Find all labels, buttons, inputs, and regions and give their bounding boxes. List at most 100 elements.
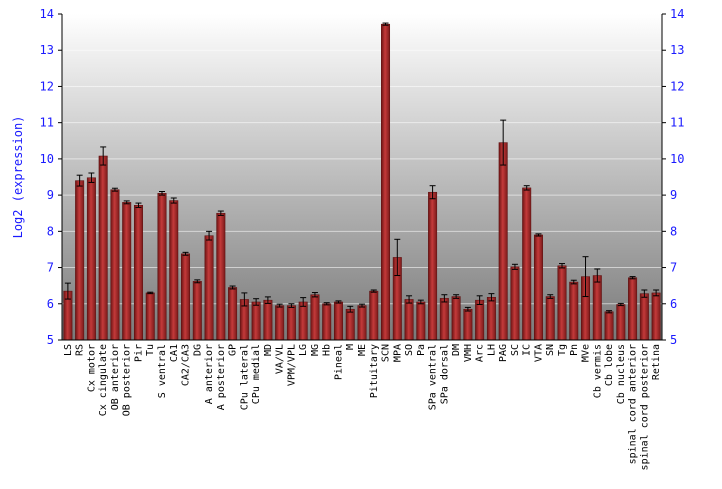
y-tick-label-left: 8 — [47, 224, 54, 238]
y-tick-label-left: 10 — [40, 152, 54, 166]
bar — [157, 193, 167, 341]
x-tick-label: Hb — [322, 344, 333, 356]
bar — [651, 292, 661, 341]
x-tick-label: Arc — [475, 344, 486, 362]
x-tick-label: VA/VL — [275, 344, 286, 374]
bar — [322, 303, 332, 341]
y-tick-label-right: 11 — [670, 116, 684, 130]
x-tick-label: Cb nucleus — [616, 344, 627, 404]
bar — [463, 308, 473, 341]
y-tick-label-right: 10 — [670, 152, 684, 166]
x-tick-label: ME — [357, 344, 368, 356]
bar — [533, 234, 543, 341]
y-tick-label-left: 6 — [47, 297, 54, 311]
bar — [216, 212, 226, 341]
x-tick-label: Cb vermis — [592, 344, 603, 398]
bar — [369, 290, 379, 341]
x-tick-label: VMH — [463, 344, 474, 362]
bar — [616, 304, 626, 341]
bar — [628, 277, 638, 341]
x-tick-label: VPM/VPL — [286, 344, 297, 386]
x-tick-label: OB anterior — [110, 344, 121, 410]
x-tick-labels: LS RS Cx motor Cx cingulate OB anterior OB po… — [63, 344, 662, 470]
bar — [345, 308, 355, 341]
x-tick-label: GP — [228, 344, 239, 356]
y-tick-label-left: 11 — [40, 116, 54, 130]
y-tick-label-right: 8 — [670, 224, 677, 238]
y-tick-label-left: 14 — [40, 7, 54, 21]
x-tick-label: MPA — [392, 344, 403, 362]
x-tick-label: M — [345, 344, 356, 350]
x-tick-label: MVe — [581, 344, 592, 362]
x-tick-label: MG — [310, 344, 321, 356]
bar — [86, 177, 96, 341]
x-tick-label: Cb lobe — [604, 344, 615, 386]
bar — [133, 205, 143, 341]
x-tick-label: LH — [486, 344, 497, 356]
bar — [251, 301, 261, 341]
y-tick-label-left: 5 — [47, 333, 54, 347]
x-tick-label: CPu medial — [251, 344, 262, 404]
x-tick-label: SCN — [381, 344, 392, 362]
bar — [604, 311, 614, 341]
y-tick-label-right: 9 — [670, 188, 677, 202]
y-tick-label-right: 12 — [670, 79, 684, 93]
bar — [298, 301, 308, 341]
x-tick-label: CPu lateral — [239, 344, 250, 410]
x-tick-label: SC — [510, 344, 521, 356]
bar — [498, 142, 508, 341]
y-tick-label-left: 9 — [47, 188, 54, 202]
y-tick-label-right: 13 — [670, 43, 684, 57]
bar — [451, 296, 461, 341]
y-axis-title: Log2 (expression) — [11, 116, 25, 239]
bar — [169, 200, 179, 341]
axes — [61, 14, 663, 341]
x-tick-label: Tu — [145, 344, 156, 356]
bar — [333, 301, 343, 341]
bar — [286, 305, 296, 341]
bar — [122, 202, 132, 341]
bar — [98, 155, 108, 341]
y-tick-label-right: 7 — [670, 261, 677, 275]
y-tick-label-right: 14 — [670, 7, 684, 21]
x-tick-label: OB posterior — [122, 344, 133, 416]
y-tick-label-left: 12 — [40, 79, 54, 93]
y-ticks: 5 5 6 6 7 7 8 8 9 9 10 10 11 11 12 12 13 13 14 14 — [40, 7, 685, 347]
bar — [439, 298, 449, 341]
x-tick-label: Tg — [557, 344, 568, 356]
x-tick-label: spinal cord posterior — [639, 344, 650, 470]
x-tick-label: Pn — [569, 344, 580, 356]
x-tick-label: RS — [75, 344, 86, 356]
x-tick-label: CA1 — [169, 344, 180, 362]
bar — [204, 235, 214, 341]
x-tick-label: LG — [298, 344, 309, 356]
x-tick-label: PAG — [498, 344, 509, 362]
bar — [475, 299, 485, 341]
bar — [381, 23, 391, 341]
x-tick-label: LS — [63, 344, 74, 356]
x-tick-label: SPa ventral — [428, 344, 439, 410]
bar — [545, 296, 555, 341]
bar — [357, 305, 367, 341]
bar — [228, 287, 238, 341]
x-tick-label: SO — [404, 344, 415, 356]
x-tick-label: MD — [263, 344, 274, 356]
bar — [557, 265, 567, 341]
bar — [275, 305, 285, 341]
x-tick-label: spinal cord anterior — [628, 344, 639, 464]
bar — [569, 281, 579, 341]
x-tick-label: VTA — [533, 344, 544, 362]
bar — [428, 191, 438, 341]
y-tick-label-right: 5 — [670, 333, 677, 347]
bar — [486, 297, 496, 341]
x-tick-label: A posterior — [216, 344, 227, 410]
x-tick-label: A anterior — [204, 344, 215, 404]
bar — [416, 301, 426, 341]
bar — [181, 253, 191, 341]
bars — [63, 22, 661, 341]
bar — [510, 266, 520, 341]
x-tick-label: DG — [192, 344, 203, 356]
bar — [639, 293, 649, 341]
x-tick-label: SPa dorsal — [439, 344, 450, 404]
